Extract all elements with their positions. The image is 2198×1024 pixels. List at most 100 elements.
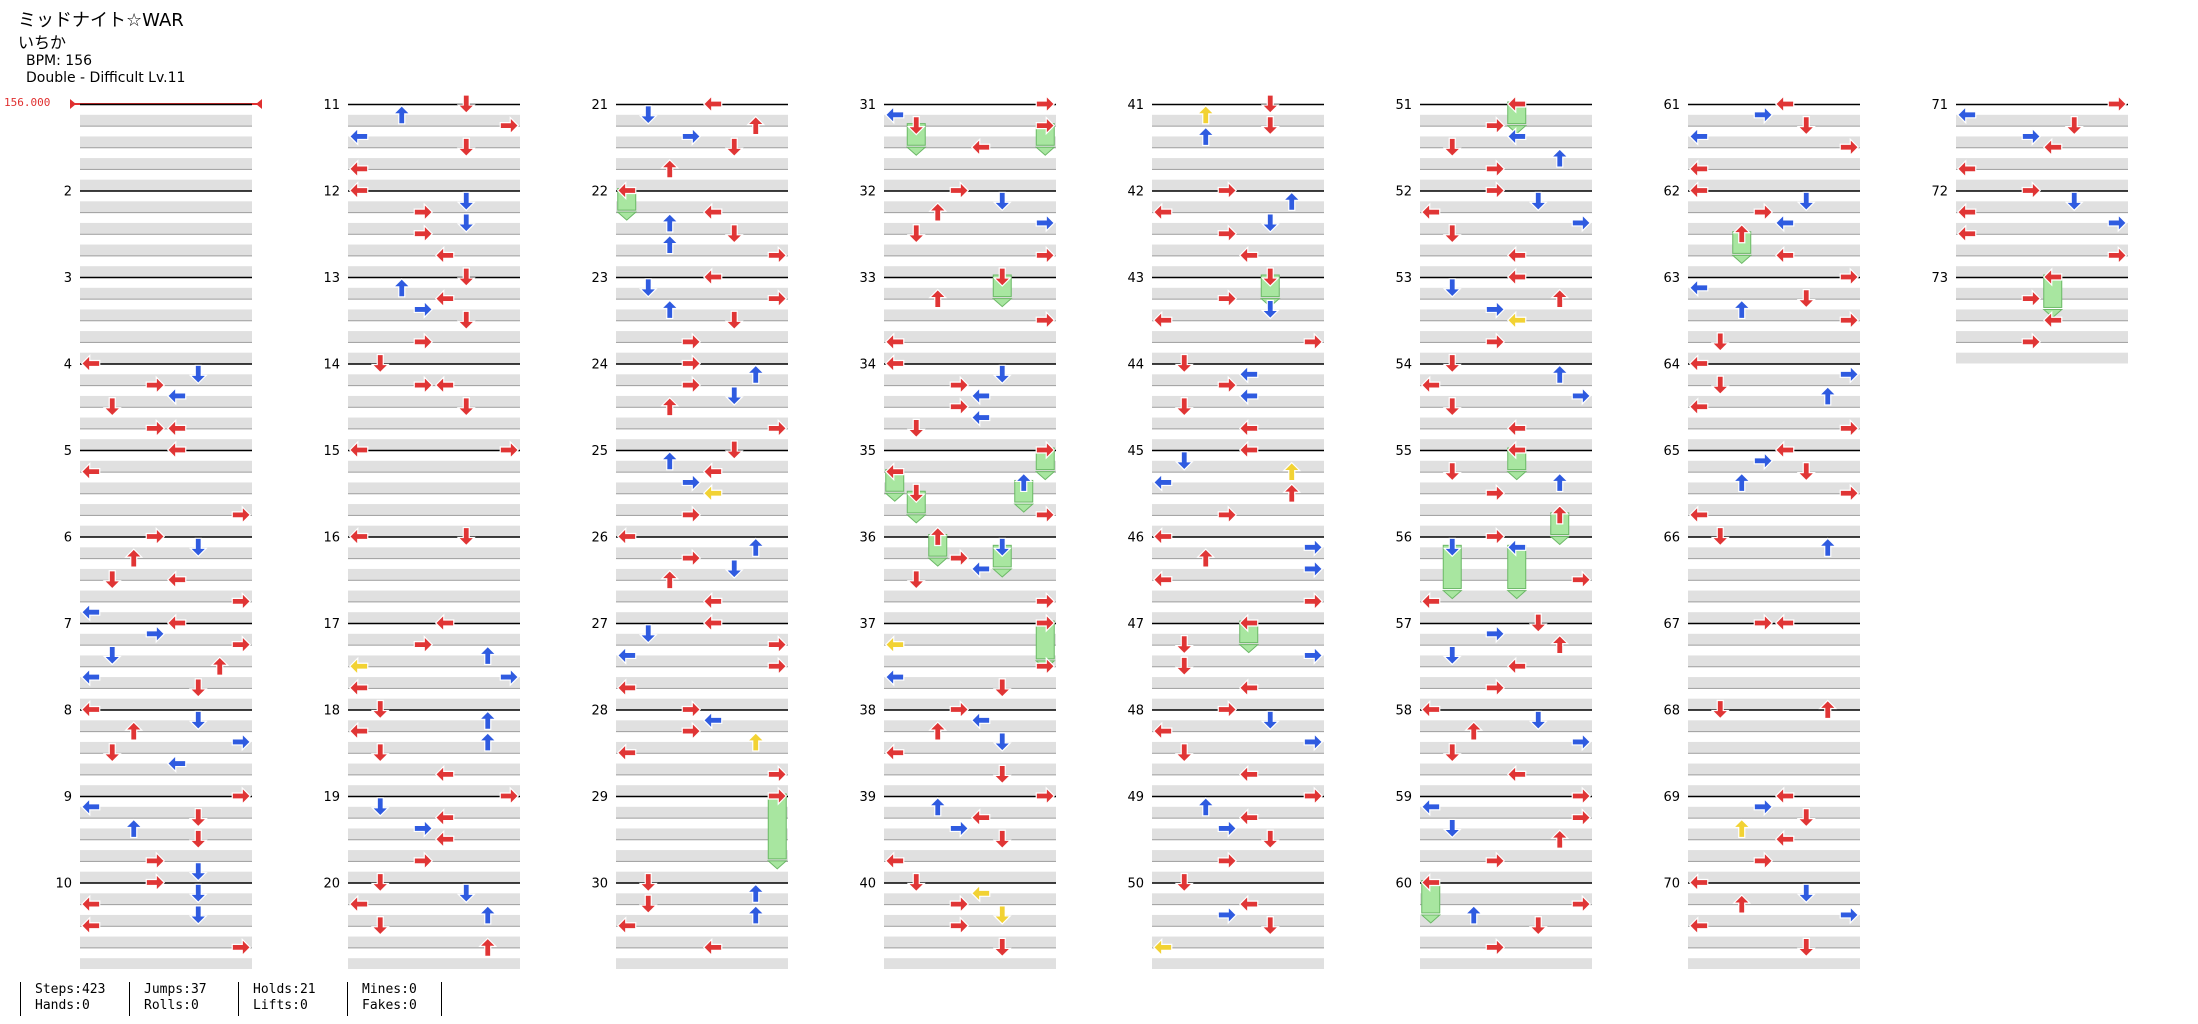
note-arrow-up [746,732,766,752]
note-arrow-up [928,526,948,547]
beat-stripe [348,720,520,732]
note-arrow-down [638,624,658,644]
arrow-shape [1796,191,1816,212]
arrow-shape [992,732,1012,752]
measure-number: 24 [591,358,608,373]
arrow-shape [1442,645,1462,666]
note-arrow-right [1753,451,1774,471]
measure-number: 27 [591,617,608,632]
beat-stripe [80,352,252,364]
hold-tail [616,211,638,221]
note-arrow-left [1238,678,1259,698]
arrow-shape [767,245,788,265]
note-arrow-up [660,450,680,471]
note-arrow-left [1956,159,1977,179]
arrow-shape [1839,483,1860,503]
note-arrow-right [1839,483,1860,503]
arrow-shape [1571,386,1592,406]
beat-stripe [616,763,788,775]
note-arrow-right [1217,818,1238,838]
note-arrow-right [1571,570,1592,590]
note-arrow-left [1152,527,1173,546]
note-arrow-right [1485,851,1506,871]
arrow-shape [681,472,702,492]
beat-stripe [348,331,520,342]
arrow-shape [1839,267,1860,287]
beat-stripe [884,612,1056,623]
arrow-shape [1528,710,1548,731]
arrow-shape [1420,873,1441,892]
note-arrow-up [1818,699,1838,720]
note-arrow-down [638,894,658,914]
note-arrow-left [1506,418,1527,438]
beat-stripe [1688,763,1860,775]
arrow-shape [348,894,369,914]
beat-stripe [1420,698,1592,710]
beat-stripe [80,417,252,429]
note-arrow-right [1217,905,1238,925]
beat-stripe [348,633,520,645]
note-arrow-right [1485,937,1506,957]
arrow-shape [746,732,766,752]
beat-stripe [80,893,252,905]
note-arrow-left [348,126,369,146]
note-arrow-left [2042,310,2063,330]
arrow-shape [1442,397,1462,417]
arrow-shape [1753,797,1774,817]
arrow-shape [1688,397,1709,417]
beat-stripe [80,763,252,775]
measure-number: 21 [591,98,608,113]
arrow-shape [1571,732,1592,752]
beat-stripe [1152,266,1324,277]
arrow-shape [1035,786,1056,806]
note-arrow-down [1796,808,1816,828]
beat-stripe [884,158,1056,169]
note-arrow-down [906,116,926,136]
note-arrow-up [1196,796,1216,817]
measure-number: 59 [1395,790,1412,805]
arrow-shape [1753,202,1774,222]
note-arrow-right [1303,786,1324,806]
beat-stripe [348,352,520,364]
beat-stripe [1688,417,1860,429]
arrow-shape [145,873,166,892]
beat-stripe [884,352,1056,364]
arrow-shape [1282,461,1302,482]
note-arrow-down [992,678,1012,698]
beat-stripe [1420,525,1592,537]
beat-stripe [1152,590,1324,602]
arrow-shape [456,213,476,233]
note-arrow-up [660,569,680,590]
measure-number: 36 [859,531,876,546]
arrow-shape [1260,94,1280,114]
note-arrow-left [166,613,187,633]
note-arrow-down [456,310,476,331]
arrow-shape [80,462,101,482]
arrow-shape [970,408,991,428]
measure-number: 39 [859,790,876,805]
arrow-shape [1196,126,1216,147]
note-arrow-right [1217,289,1238,309]
note-arrow-right [1035,656,1056,676]
note-arrow-right [499,667,520,687]
beat-stripe [884,266,1056,277]
arrow-shape [681,332,702,352]
beat-stripe [1688,352,1860,364]
note-arrow-down [188,829,208,850]
beat-stripe [1152,504,1324,515]
note-arrow-right [1839,137,1860,157]
measure-number: 26 [591,531,608,546]
beat-stripe [884,504,1056,515]
note-arrow-down [1260,299,1280,320]
arrow-shape [1260,916,1280,936]
arrow-shape [499,667,520,687]
beat-stripe [1152,958,1324,969]
stats-group-2: Jumps:37 Rolls:0 [129,982,238,1016]
beat-stripe [1688,806,1860,818]
beat-stripe [1152,547,1324,559]
note-arrow-left [2042,137,2063,157]
note-arrow-right [1035,310,1056,330]
measure-number: 68 [1663,704,1680,719]
arrow-shape [231,937,252,957]
arrow-shape [949,181,970,200]
